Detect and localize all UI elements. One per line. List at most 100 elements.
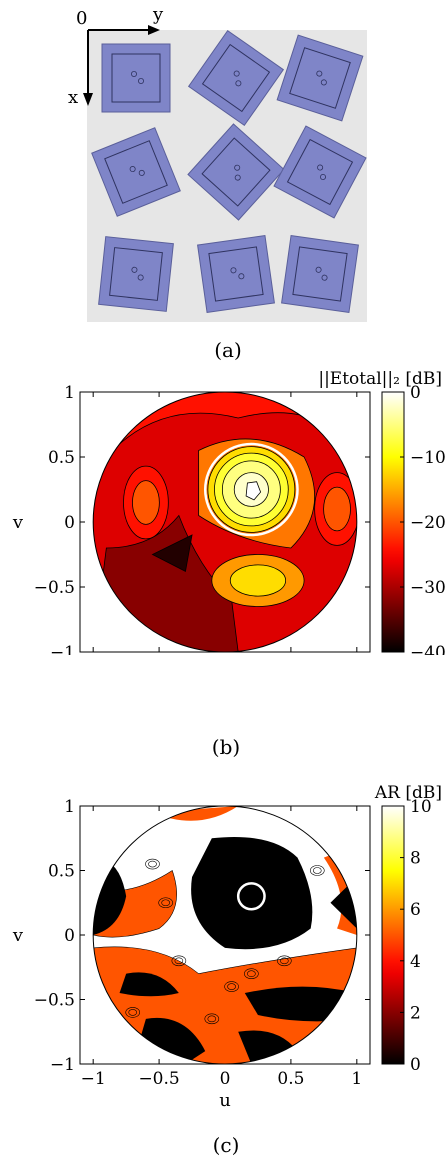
substrate [98, 236, 174, 312]
ar-contour-line [207, 1015, 217, 1023]
panel-c-y-tick-label: −1 [50, 1055, 75, 1075]
x-axis-label: x [68, 87, 78, 108]
substrate [187, 29, 285, 127]
ar-region [191, 836, 313, 950]
panel-b-caption: (b) [211, 735, 241, 759]
side-lobe-peak [229, 564, 287, 597]
array-element-tile [187, 123, 285, 221]
panel-b-y-axis-label: v [12, 512, 24, 533]
patch [208, 246, 264, 302]
feed-point [235, 80, 242, 87]
beam-target-circle [236, 882, 266, 911]
substrate [281, 235, 359, 313]
feed-point [138, 169, 145, 176]
origin-label: 0 [76, 8, 87, 29]
panel-c-x-tick-label: 0.5 [277, 1069, 304, 1089]
array-element-tile [197, 235, 275, 313]
substrate [276, 34, 364, 122]
substrate [187, 123, 285, 221]
feed-point [233, 70, 240, 77]
ar-contour-line [277, 955, 292, 967]
panel-b-y-tick-label: 1 [64, 383, 75, 403]
panel-b-y-tick-label: 0.5 [48, 448, 75, 468]
patch [201, 137, 271, 207]
feed-point [317, 164, 324, 171]
side-lobe-peak [132, 480, 160, 525]
array-element-tile [187, 29, 285, 127]
panel-b-y-tick-label: −0.5 [34, 578, 75, 598]
feed-point [315, 266, 322, 273]
y-axis-arrowhead [148, 25, 160, 35]
ar-contour-line [299, 899, 309, 907]
array-element-tile [91, 127, 181, 217]
visible-region-boundary [92, 805, 358, 1065]
side-lobe-peak [323, 486, 351, 532]
panel-c-y-tick-label: 0.5 [48, 862, 75, 882]
panel-c-ar-map [93, 806, 357, 1064]
array-element-tile [281, 235, 359, 313]
ar-contour-line [280, 957, 289, 965]
ar-region [119, 972, 179, 997]
beam-target-circle [203, 442, 299, 537]
patch [104, 140, 168, 204]
panel-a-caption: (a) [214, 338, 242, 362]
feed-point [129, 166, 136, 173]
ar-contour-line [128, 1009, 138, 1016]
visible-region-boundary [92, 391, 358, 653]
contour-band [151, 534, 193, 573]
feed-point [230, 267, 237, 274]
panel-c-colorbar-tick-label: 0 [410, 1055, 421, 1075]
panel-c-y-axis-label: v [12, 925, 24, 946]
panel-b-colorbar-tick-label: −20 [410, 513, 445, 533]
panel-b-y-tick-label: 0 [64, 513, 75, 533]
ar-contour-line [204, 1013, 220, 1025]
feed-point [321, 274, 328, 281]
panel-c-caption: (c) [212, 1133, 240, 1157]
panel-b-colorbar-tick-label: −10 [410, 448, 445, 468]
panel-b-colorbar-tick-label: −40 [410, 643, 445, 655]
array-element-tile [273, 125, 367, 219]
feed-point [316, 70, 323, 77]
patch [286, 138, 354, 206]
patch [109, 247, 163, 301]
panel-a-figure: 0 y x [68, 4, 367, 322]
panel-c-y-tick-label: −0.5 [34, 991, 75, 1011]
substrate [101, 43, 171, 113]
patch [292, 246, 348, 302]
panel-c-y-tick-label: 0 [64, 926, 75, 946]
patch [289, 47, 351, 109]
panel-c-colorbar-tick-label: 6 [410, 900, 421, 920]
ar-region [152, 806, 239, 821]
substrate [197, 235, 275, 313]
feed-point [320, 79, 327, 86]
ar-contour-line [161, 899, 170, 907]
feed-point [131, 71, 137, 77]
feed-point [234, 164, 241, 171]
panel-c-colorbar [381, 805, 405, 1065]
feed-point [137, 274, 144, 281]
panel-b-chart: −1−0.500.5110.50−0.5−1uv0−10−20−30−40||E… [12, 370, 445, 655]
panel-b-colorbar-tick-label: −30 [410, 578, 445, 598]
patch [201, 43, 271, 113]
ar-contour-line [145, 858, 160, 870]
panel-b-colorbar-title: ||Etotal||₂ [dB] [318, 370, 442, 389]
substrate [273, 125, 367, 219]
x-axis-arrowhead [83, 93, 93, 106]
ar-contour-line [171, 955, 187, 967]
array-element-tile [101, 43, 171, 113]
ar-contour-line [227, 983, 236, 990]
ar-contour-line [224, 981, 239, 992]
feed-point [138, 78, 144, 84]
panel-c-colorbar-tick-label: 10 [410, 797, 432, 817]
substrate [91, 127, 181, 217]
panel-b-y-tick-label: −1 [50, 643, 75, 655]
ar-contour-line [125, 1007, 141, 1018]
ar-region [238, 1030, 298, 1064]
ar-region [244, 986, 357, 1022]
panel-c-y-tick-label: 1 [64, 797, 75, 817]
feed-point [320, 173, 327, 180]
ar-contour-line [247, 970, 256, 977]
feed-point [238, 273, 245, 280]
feed-point [234, 174, 241, 181]
ar-contour-line [312, 867, 322, 874]
